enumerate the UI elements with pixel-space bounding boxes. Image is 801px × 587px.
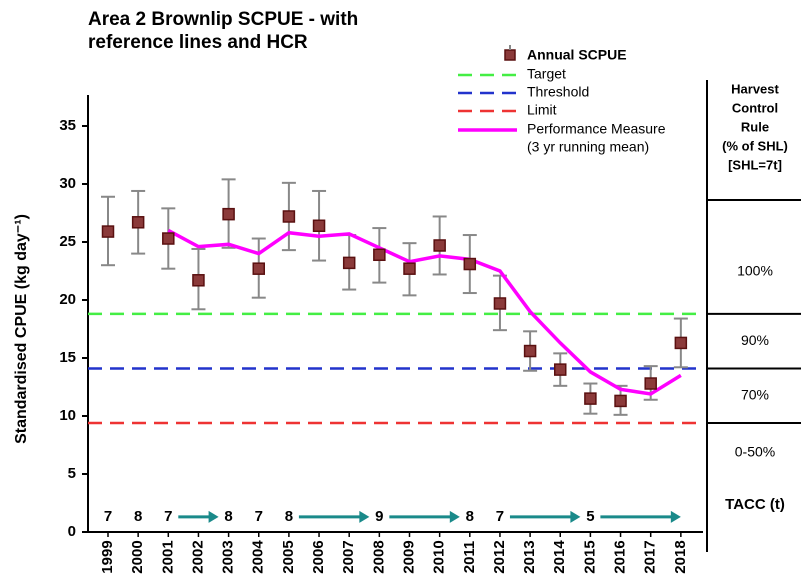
x-tick-label: 2011	[461, 541, 478, 574]
x-tick-label: 2016	[612, 540, 629, 573]
legend-marker	[504, 49, 516, 61]
tacc-value: 9	[375, 508, 383, 525]
x-tick-label: 2000	[129, 540, 146, 573]
marker	[674, 336, 688, 350]
marker	[222, 207, 235, 221]
tacc-value: 7	[255, 508, 263, 525]
hcr-title: (% of SHL)	[722, 138, 788, 153]
marker	[433, 239, 446, 252]
x-tick-label: 2006	[310, 540, 327, 573]
x-tick-label: 2017	[642, 540, 659, 573]
x-tick-label: 1999	[99, 540, 116, 573]
marker	[644, 377, 657, 390]
tacc-arrowhead	[670, 510, 681, 523]
y-tick-label: 15	[59, 349, 76, 366]
marker	[554, 363, 567, 376]
legend-label: Performance Measure	[527, 121, 666, 137]
x-tick-label: 2007	[340, 540, 357, 573]
y-tick-label: 10	[59, 407, 76, 424]
x-tick-label: 2013	[521, 540, 538, 573]
x-tick-label: 2001	[159, 540, 176, 573]
x-tick-label: 2005	[280, 540, 297, 573]
marker	[312, 219, 326, 233]
legend-label: Limit	[527, 102, 557, 118]
tacc-arrowhead	[570, 510, 581, 523]
marker	[101, 225, 115, 238]
hcr-band: 0-50%	[735, 444, 775, 460]
x-tick-label: 2003	[220, 540, 237, 573]
marker	[282, 210, 296, 223]
y-tick-label: 20	[59, 291, 76, 308]
marker	[252, 262, 265, 275]
legend-label: Threshold	[527, 84, 589, 100]
hcr-title: Harvest	[731, 81, 779, 96]
marker	[523, 344, 537, 358]
x-tick-label: 2004	[250, 540, 267, 574]
tacc-value: 7	[104, 508, 112, 525]
x-tick-label: 2002	[189, 540, 206, 573]
legend-label: Target	[527, 66, 566, 82]
marker	[614, 394, 627, 408]
tacc-arrowhead	[359, 510, 370, 523]
marker	[342, 256, 356, 270]
chart-title: reference lines and HCR	[88, 32, 308, 53]
hcr-band: 100%	[737, 263, 773, 279]
marker	[403, 262, 416, 275]
y-tick-label: 35	[59, 117, 76, 134]
hcr-title: Control	[732, 100, 778, 115]
x-tick-label: 2008	[370, 540, 387, 573]
marker	[493, 297, 507, 310]
x-tick-label: 2014	[551, 540, 568, 574]
x-tick-label: 2018	[672, 540, 689, 573]
y-tick-label: 25	[59, 233, 76, 250]
marker	[463, 257, 477, 271]
marker	[162, 232, 175, 245]
marker	[584, 392, 597, 405]
legend-label: (3 yr running mean)	[527, 139, 649, 155]
hcr-title: Rule	[741, 119, 769, 134]
chart-title: Area 2 Brownlip SCPUE - with	[88, 9, 358, 30]
x-tick-label: 2009	[400, 540, 417, 573]
y-tick-label: 30	[59, 175, 76, 192]
hcr-band: 90%	[741, 332, 769, 348]
legend-label: Annual SCPUE	[527, 47, 627, 63]
x-tick-label: 2010	[431, 540, 448, 573]
y-tick-label: 5	[68, 465, 76, 482]
x-tick-label: 2012	[491, 540, 508, 573]
tacc-arrowhead	[208, 510, 219, 523]
tacc-value: 5	[586, 508, 594, 525]
y-axis-label: Standardised CPUE (kg day⁻¹)	[13, 214, 30, 444]
tacc-value: 8	[466, 508, 474, 525]
tacc-value: 8	[134, 508, 142, 525]
hcr-band: 70%	[741, 386, 769, 402]
tacc-arrowhead	[449, 510, 460, 523]
performance-line	[167, 228, 682, 396]
marker	[131, 216, 145, 229]
x-tick-label: 2015	[581, 540, 598, 573]
tacc-value: 7	[496, 508, 504, 525]
tacc-value: 8	[224, 508, 232, 525]
marker	[192, 274, 205, 287]
tacc-label: TACC (t)	[725, 496, 785, 513]
tacc-value: 8	[285, 508, 293, 525]
marker	[373, 248, 386, 262]
y-tick-label: 0	[68, 523, 76, 540]
tacc-value: 7	[164, 508, 172, 525]
hcr-title: [SHL=7t]	[728, 157, 782, 172]
